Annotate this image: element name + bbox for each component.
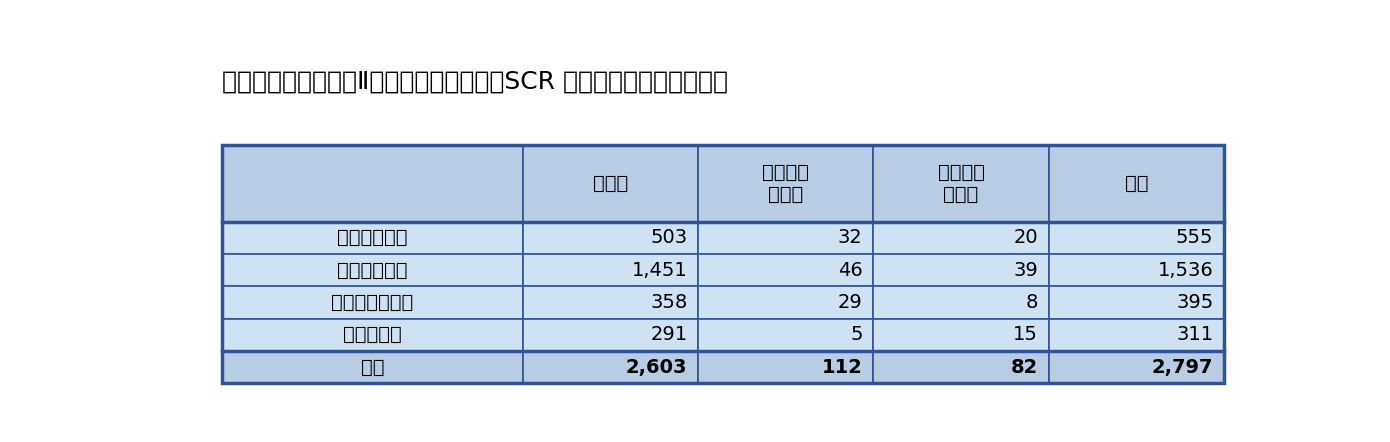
Text: 標準式: 標準式 — [592, 174, 628, 193]
Text: 358: 358 — [651, 293, 687, 312]
Text: 311: 311 — [1176, 325, 1213, 344]
Text: 生損保兼営会社: 生損保兼営会社 — [331, 293, 414, 312]
Bar — [873, 145, 1048, 221]
Bar — [523, 221, 698, 254]
Text: 2,797: 2,797 — [1152, 358, 1213, 377]
Text: 合計: 合計 — [361, 358, 384, 377]
Bar — [698, 319, 873, 351]
Text: 29: 29 — [838, 293, 863, 312]
Text: 555: 555 — [1176, 228, 1213, 247]
Bar — [698, 145, 873, 221]
Text: 合計: 合計 — [1125, 174, 1148, 193]
Bar — [222, 319, 523, 351]
Bar — [698, 286, 873, 319]
Bar — [523, 351, 698, 383]
Bar — [1048, 319, 1225, 351]
Bar — [523, 319, 698, 351]
Text: 完全内部
モデル: 完全内部 モデル — [938, 163, 984, 204]
Bar — [1048, 145, 1225, 221]
Bar — [222, 145, 523, 221]
Bar — [222, 145, 1225, 383]
Text: 1,536: 1,536 — [1158, 260, 1213, 279]
Bar — [873, 221, 1048, 254]
Bar — [222, 286, 523, 319]
Text: 291: 291 — [651, 325, 687, 344]
Text: 5: 5 — [851, 325, 863, 344]
Bar — [1048, 286, 1225, 319]
Text: 39: 39 — [1013, 260, 1038, 279]
Bar — [222, 351, 523, 383]
Bar — [222, 254, 523, 286]
Bar — [523, 254, 698, 286]
Bar — [1048, 221, 1225, 254]
Text: 部分内部
モデル: 部分内部 モデル — [762, 163, 809, 204]
Bar — [1048, 351, 1225, 383]
Text: 82: 82 — [1011, 358, 1038, 377]
Text: 503: 503 — [651, 228, 687, 247]
Text: 損害保険会社: 損害保険会社 — [338, 260, 407, 279]
Bar — [873, 351, 1048, 383]
Text: 32: 32 — [838, 228, 863, 247]
Bar — [698, 351, 873, 383]
Bar — [523, 286, 698, 319]
Text: 15: 15 — [1013, 325, 1038, 344]
Text: 再保険会社: 再保険会社 — [343, 325, 402, 344]
Text: 8: 8 — [1026, 293, 1038, 312]
Text: 1,451: 1,451 — [631, 260, 687, 279]
Bar — [523, 145, 698, 221]
Text: 46: 46 — [838, 260, 863, 279]
Text: 395: 395 — [1176, 293, 1213, 312]
Text: 図表　ソルベンシーⅡの会社の種類別及びSCR 計算の方法別の適用状況: 図表 ソルベンシーⅡの会社の種類別及びSCR 計算の方法別の適用状況 — [222, 70, 728, 94]
Bar — [222, 221, 523, 254]
Bar — [698, 221, 873, 254]
Bar — [1048, 254, 1225, 286]
Bar — [873, 254, 1048, 286]
Text: 生命保険会社: 生命保険会社 — [338, 228, 407, 247]
Bar — [873, 319, 1048, 351]
Text: 112: 112 — [821, 358, 863, 377]
Bar — [873, 286, 1048, 319]
Bar — [698, 254, 873, 286]
Text: 20: 20 — [1013, 228, 1038, 247]
Text: 2,603: 2,603 — [626, 358, 687, 377]
